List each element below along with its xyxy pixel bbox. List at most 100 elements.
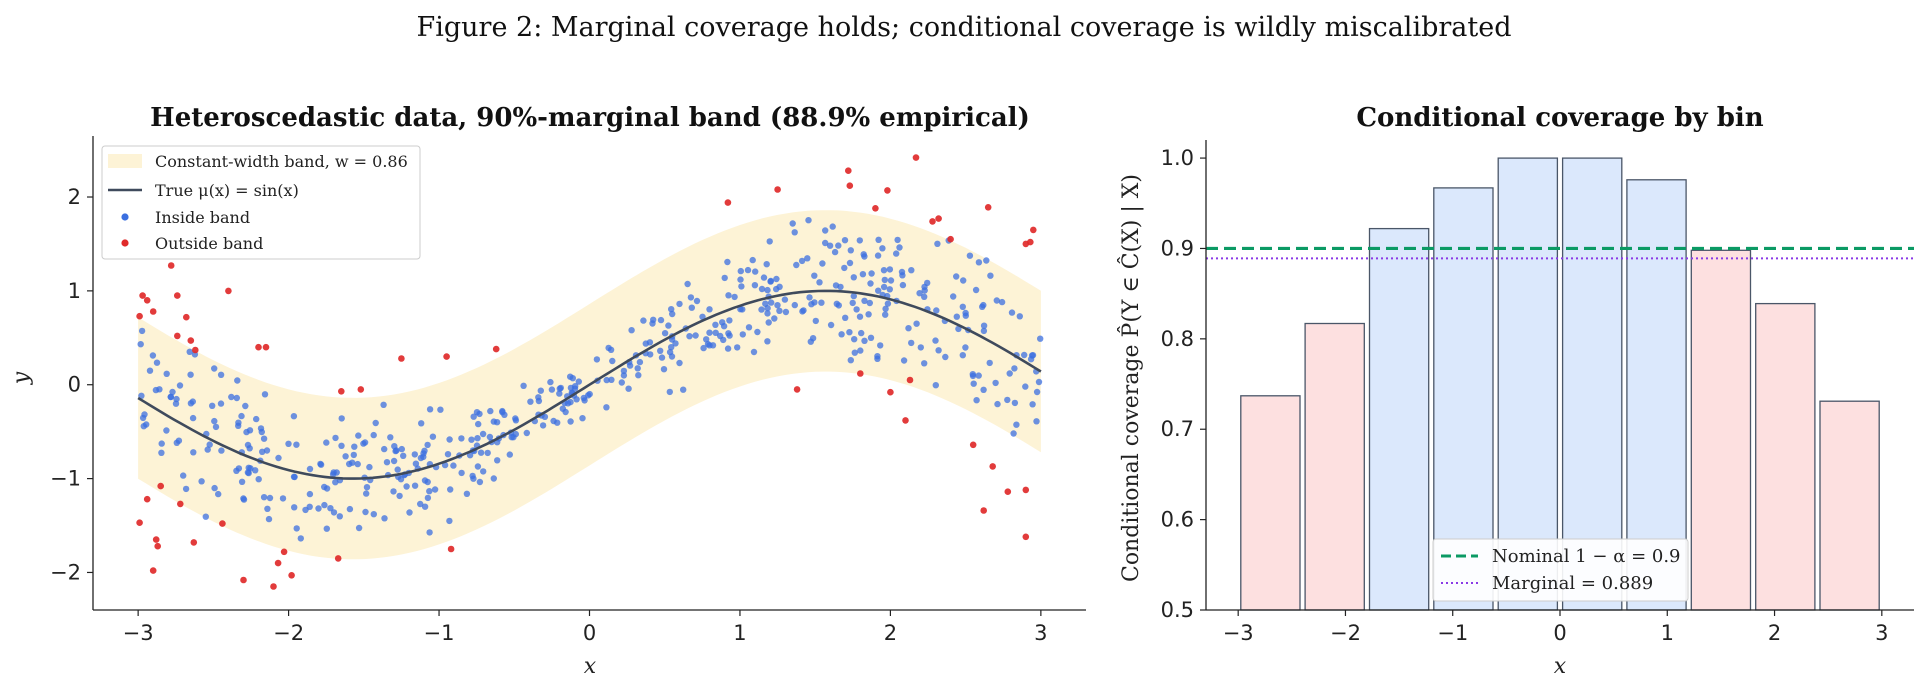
inside-point [636, 358, 644, 366]
true-line [137, 289, 1042, 480]
inside-point [620, 372, 628, 379]
inside-point [781, 296, 789, 303]
inside-point [969, 371, 976, 378]
inside-point [176, 382, 184, 389]
inside-point [880, 283, 888, 291]
inside-point [921, 360, 928, 367]
outside-point [857, 370, 864, 377]
inside-point [603, 376, 610, 384]
inside-point [861, 337, 868, 344]
inside-point [953, 313, 960, 320]
inside-point [867, 280, 874, 287]
inside-point [699, 313, 706, 320]
inside-point [799, 308, 806, 315]
inside-point [980, 327, 988, 335]
legend-inside-label: Inside band [155, 208, 250, 227]
inside-point [450, 462, 457, 469]
inside-point [424, 494, 432, 502]
inside-point [818, 299, 825, 306]
inside-point [354, 460, 361, 468]
outside-point [143, 297, 151, 304]
inside-point [658, 354, 666, 361]
inside-point [567, 418, 574, 425]
inside-point [625, 385, 632, 392]
inside-points [137, 217, 1044, 542]
inside-point [765, 319, 772, 326]
inside-point [687, 294, 695, 301]
inside-point [400, 452, 407, 459]
inside-point [572, 383, 579, 390]
inside-point [706, 329, 713, 336]
inside-point [950, 293, 957, 300]
inside-point [447, 486, 454, 493]
inside-point [163, 427, 170, 434]
inside-point [490, 475, 497, 482]
inside-point [768, 299, 775, 306]
inside-point [851, 336, 858, 343]
inside-point [235, 465, 243, 472]
y-tick-label: 0.5 [1161, 598, 1194, 622]
inside-point [838, 331, 845, 338]
inside-point [635, 372, 642, 379]
inside-point [1010, 430, 1017, 437]
inside-point [266, 494, 274, 502]
inside-point [477, 449, 485, 456]
inside-point [725, 330, 732, 337]
inside-point [473, 409, 481, 416]
inside-point [245, 469, 252, 477]
inside-point [657, 347, 664, 354]
inside-point [398, 445, 405, 453]
inside-point [970, 380, 977, 387]
inside-point [1029, 401, 1036, 408]
inside-point [847, 247, 854, 254]
inside-point [260, 494, 268, 501]
inside-point [758, 285, 766, 293]
inside-point [959, 303, 966, 310]
inside-point [966, 252, 974, 259]
legend-true-label: True μ(x) = sin(x) [155, 181, 299, 200]
inside-point [290, 413, 298, 420]
inside-point [850, 292, 857, 300]
inside-point [767, 277, 774, 285]
inside-point [1022, 383, 1029, 390]
inside-point [908, 267, 915, 274]
inside-point [260, 435, 268, 442]
inside-point [972, 286, 980, 294]
inside-point [238, 412, 245, 420]
inside-point [774, 302, 781, 309]
inside-point [255, 476, 262, 483]
inside-point [411, 451, 418, 458]
x-tick-label: −2 [273, 621, 304, 645]
inside-point [138, 327, 146, 335]
outside-point [177, 500, 184, 508]
inside-point [841, 237, 849, 244]
inside-point [202, 513, 209, 520]
outside-point [906, 376, 914, 384]
inside-point [206, 441, 213, 448]
inside-point [487, 407, 494, 415]
inside-point [884, 300, 892, 307]
inside-point [934, 240, 941, 247]
inside-point [520, 382, 527, 389]
inside-point [750, 348, 758, 356]
outside-point [225, 287, 232, 295]
inside-point [900, 357, 908, 364]
legend-nominal-label: Nominal 1 − α = 0.9 [1492, 546, 1681, 567]
inside-point [850, 274, 857, 281]
inside-point [672, 340, 679, 347]
outside-point [192, 346, 199, 354]
inside-point [246, 445, 253, 452]
coverage-bar [1626, 179, 1687, 611]
inside-point [822, 227, 829, 234]
inside-point [370, 431, 377, 439]
inside-point [666, 388, 673, 396]
inside-point [642, 340, 649, 347]
bar-legend: Nominal 1 − α = 0.9 Marginal = 0.889 [1432, 538, 1689, 602]
inside-point [916, 290, 923, 297]
inside-point [932, 337, 939, 344]
inside-point [874, 252, 882, 259]
inside-point [867, 334, 875, 341]
inside-point [721, 274, 728, 282]
inside-point [975, 372, 982, 379]
y-tick-label: 0.7 [1161, 417, 1194, 441]
